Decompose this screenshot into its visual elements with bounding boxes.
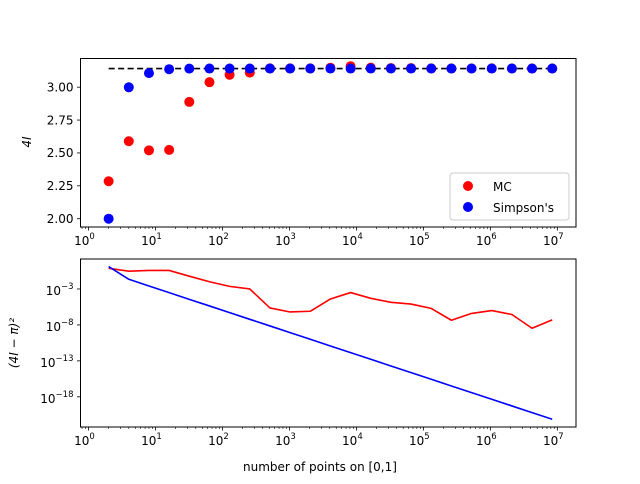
top-point-mc [123, 136, 134, 147]
top-point-simpsons [264, 63, 275, 74]
top-point-simpsons [244, 63, 255, 74]
top-axes-frame [80, 58, 577, 228]
top-point-simpsons [345, 63, 356, 74]
legend-label-mc: MC [493, 180, 512, 194]
bottom-x-axis-label: number of points on [0,1] [243, 460, 397, 474]
error-line-mc [108, 267, 553, 330]
top-point-simpsons [285, 63, 296, 74]
top-y-tick-label: 2.50 [47, 146, 74, 160]
top-point-simpsons [184, 63, 195, 74]
legend-marker-mc [463, 181, 473, 191]
top-point-simpsons [547, 63, 558, 74]
top-point-simpsons [305, 63, 316, 74]
top-y-tick-label: 3.00 [47, 80, 74, 94]
top-y-ticks: 2.00 2.25 2.50 2.75 3.00 [47, 80, 81, 226]
bottom-y-axis-label: (4I − π)² [7, 318, 21, 368]
top-y-tick-label: 2.75 [47, 113, 74, 127]
bottom-subplot: 100 101 102 103 104 105 106 107 10−310−810−1310… [7, 258, 577, 474]
bottom-axes-frame [80, 258, 577, 428]
error-line-simpsons [108, 265, 553, 421]
top-y-axis-label: 4I [20, 136, 34, 148]
top-point-simpsons [486, 63, 497, 74]
top-point-simpsons [103, 213, 114, 224]
top-point-simpsons [204, 63, 215, 74]
top-point-simpsons [224, 63, 235, 74]
top-point-simpsons [406, 63, 417, 74]
top-point-simpsons [164, 64, 175, 75]
top-point-mc [184, 96, 195, 107]
top-point-simpsons [325, 63, 336, 74]
top-subplot: 100 101 102 103 104 105 106 107 2.002.252.502.7… [20, 58, 577, 248]
top-y-tick-label: 2.25 [47, 179, 74, 193]
top-point-mc [164, 144, 175, 155]
top-point-simpsons [506, 63, 517, 74]
top-point-simpsons [446, 63, 457, 74]
top-point-simpsons [123, 82, 134, 93]
top-point-simpsons [466, 63, 477, 74]
top-point-mc [103, 176, 114, 187]
bottom-plot-marks [108, 265, 553, 421]
top-y-tick-label: 2.00 [47, 212, 74, 226]
top-point-simpsons [143, 68, 154, 79]
legend-marker-simpsons [463, 202, 473, 212]
top-point-mc [143, 145, 154, 156]
bottom-y-axis-label-text: (4I − π)² [7, 318, 21, 368]
top-point-simpsons [385, 63, 396, 74]
top-point-simpsons [426, 63, 437, 74]
legend-label-simpsons: Simpson's [493, 201, 554, 215]
top-point-mc [204, 77, 215, 88]
top-point-simpsons [527, 63, 538, 74]
legend: MC Simpson's [449, 172, 570, 221]
legend-box [449, 172, 570, 221]
bottom-x-ticks: 100 101 102 103 104 105 106 107 [74, 427, 564, 448]
top-plot-marks [103, 61, 558, 224]
top-point-simpsons [365, 63, 376, 74]
